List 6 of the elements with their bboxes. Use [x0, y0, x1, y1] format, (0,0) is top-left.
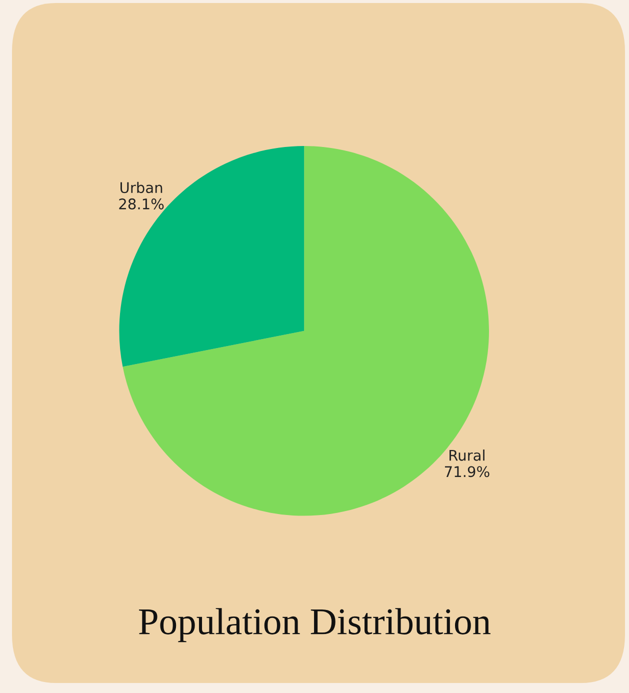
- text: Population Distribution: [139, 608, 490, 642]
- data-label: 71.9%: [444, 466, 490, 478]
- slice-label: Rural: [450, 450, 484, 461]
- slice-label: Urban: [120, 182, 162, 194]
- pie-slice: [119, 146, 304, 367]
- data-label: 28.1%: [119, 198, 164, 210]
